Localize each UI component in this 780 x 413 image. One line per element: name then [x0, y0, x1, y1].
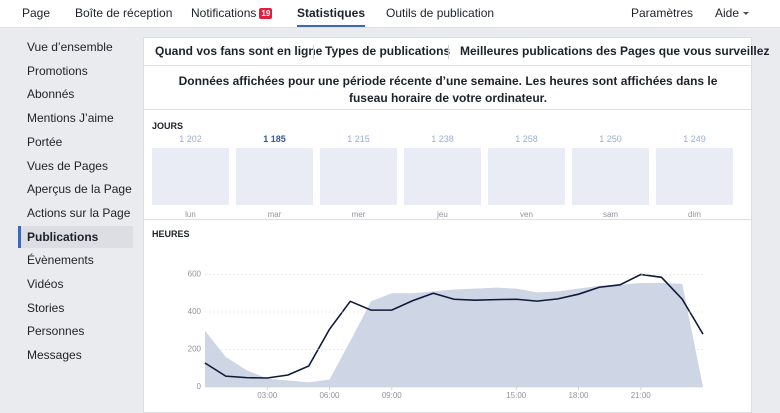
x-tick-label: 06:00 — [319, 391, 340, 400]
tab[interactable]: Meilleures publications des Pages que vo… — [460, 44, 770, 58]
x-tick-label: 15:00 — [506, 391, 527, 400]
day-box[interactable] — [656, 148, 733, 205]
divider — [144, 219, 751, 220]
sidebar-item[interactable]: Actions sur la Page — [27, 205, 131, 220]
day-count: 1 250 — [599, 134, 622, 144]
sidebar-item[interactable]: Vidéos — [27, 277, 64, 291]
nav-item[interactable]: Outils de publication — [386, 6, 495, 20]
notification-badge: 19 — [259, 8, 273, 19]
day-name: mar — [267, 210, 282, 219]
day-box[interactable] — [488, 148, 565, 205]
day-name: mer — [351, 210, 366, 219]
x-tick-label: 03:00 — [257, 391, 278, 400]
y-tick-label: 400 — [188, 307, 202, 316]
day-name: ven — [520, 210, 533, 219]
day-box[interactable] — [320, 148, 397, 205]
sidebar-item[interactable]: Aperçus de la Page — [27, 182, 132, 197]
y-tick-label: 0 — [197, 382, 202, 391]
divider — [144, 65, 751, 66]
area — [205, 282, 703, 387]
y-tick-label: 600 — [188, 270, 202, 279]
nav-item[interactable]: Boîte de réception — [75, 6, 173, 20]
day-count: 1 258 — [515, 134, 538, 144]
day-name: lun — [185, 210, 196, 219]
nav-item[interactable]: Aide — [715, 6, 750, 20]
day-box[interactable] — [572, 148, 649, 205]
days-label: JOURS — [152, 121, 184, 131]
nav-item[interactable]: Statistiques — [297, 6, 366, 27]
line — [204, 273, 704, 379]
nav-item[interactable]: Page — [22, 6, 51, 20]
x-tick-label: 18:00 — [568, 391, 589, 400]
x-tick-label: 09:00 — [382, 391, 403, 400]
day-name: dim — [688, 210, 701, 219]
tab[interactable]: Quand vos fans sont en ligne — [155, 44, 323, 58]
y-tick-label: 200 — [188, 345, 202, 354]
sidebar-item[interactable]: Messages — [27, 348, 82, 363]
day-name: sam — [602, 210, 619, 219]
day-box[interactable] — [404, 148, 481, 205]
day-count: 1 185 — [263, 134, 286, 144]
sidebar-item[interactable]: Publications — [18, 225, 133, 248]
separator — [448, 45, 449, 59]
x-tick-label: 21:00 — [631, 391, 652, 400]
day-box[interactable] — [236, 148, 313, 205]
notice: Données affichées pour une période récen… — [178, 74, 718, 105]
nav-item[interactable]: Notifications 19 — [191, 6, 273, 20]
sidebar-item[interactable]: Mentions J’aime — [27, 111, 114, 126]
nav-item[interactable]: Paramètres — [631, 6, 694, 20]
day-name: jeu — [437, 210, 448, 219]
top-nav: Page Boîte de réception Notifications 19 Sta… — [0, 0, 780, 28]
day-count: 1 238 — [431, 134, 454, 144]
sidebar-item[interactable]: Portée — [27, 134, 63, 149]
separator — [313, 45, 314, 59]
hours-label: HEURES — [152, 229, 190, 239]
hours-chart: 0 200 400 600 03:00 06:00 09:00 15:00 18:00 21:00 — [188, 270, 704, 400]
panel: Données affichées pour une période récen… — [143, 37, 769, 413]
day-count: 1 249 — [683, 134, 706, 144]
sidebar-item[interactable]: Stories — [27, 300, 65, 315]
divider — [144, 109, 751, 110]
sidebar-item[interactable]: Promotions — [27, 63, 88, 78]
sidebar-item[interactable]: Abonnés — [27, 87, 75, 102]
tab[interactable]: Types de publications — [325, 44, 451, 58]
day-box[interactable] — [152, 148, 229, 205]
sidebar-item[interactable]: Vues de Pages — [27, 158, 108, 173]
sidebar-item[interactable]: Évènements — [27, 253, 94, 268]
sidebar-item[interactable]: Vue d’ensemble — [27, 40, 113, 54]
sidebar-item[interactable]: Personnes — [27, 324, 85, 339]
day-count: 1 202 — [179, 134, 202, 144]
caret — [743, 12, 750, 15]
day-count: 1 215 — [347, 134, 370, 144]
